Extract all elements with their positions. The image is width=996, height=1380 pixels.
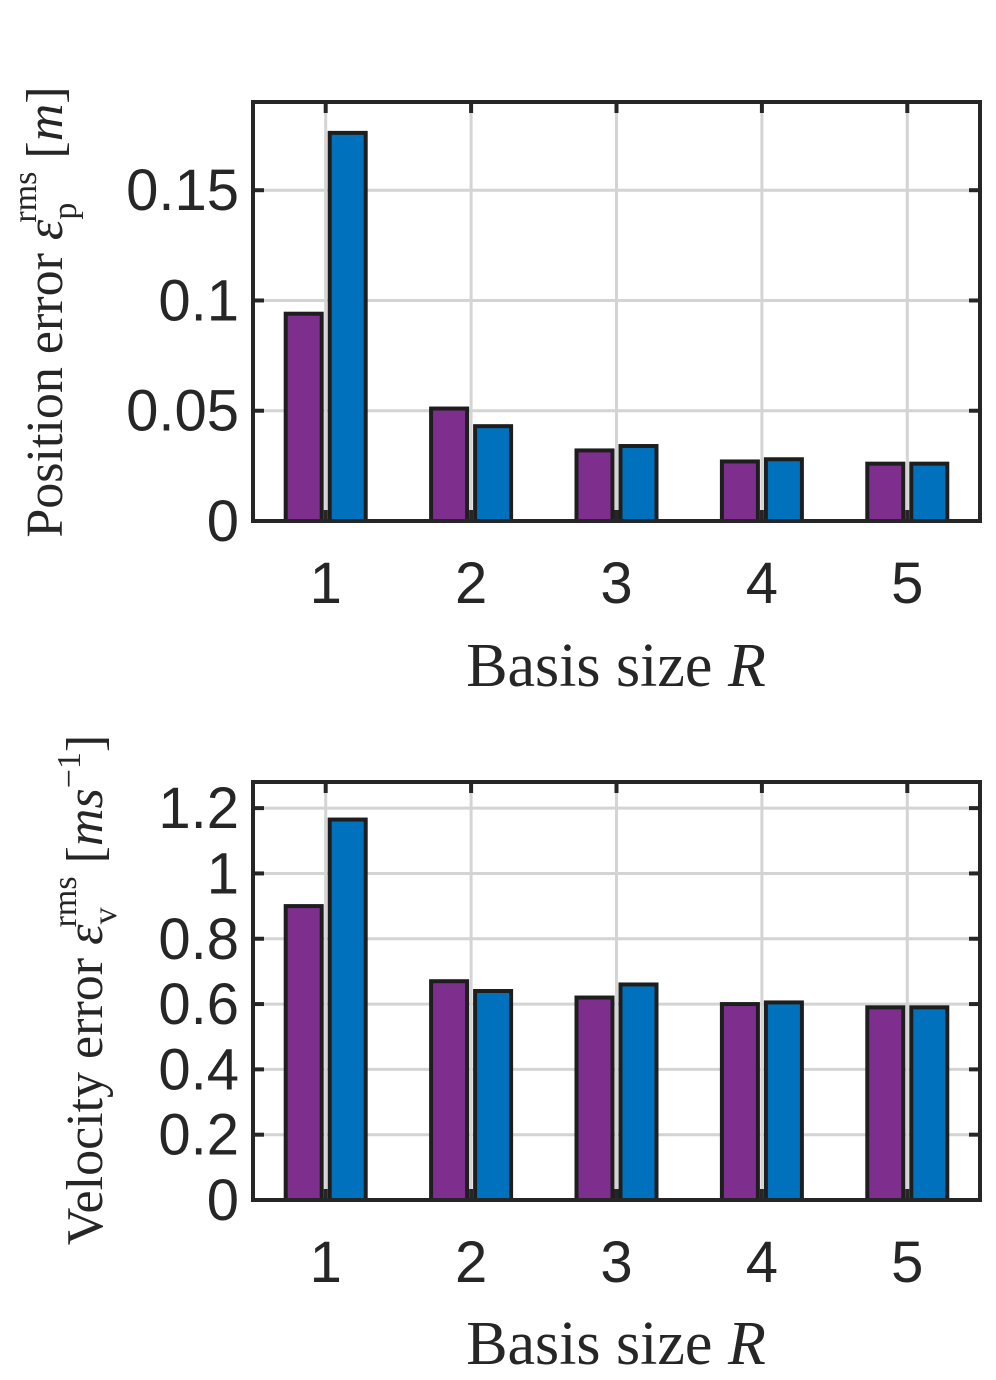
bar-series-1-4 [719, 459, 760, 523]
bar-series-2-2 [473, 424, 514, 523]
velocity-xlabel: Basis size R [466, 1310, 766, 1378]
y-tick-label: 0.15 [126, 158, 239, 223]
position-xtick-labels: 1 2 3 4 5 [310, 551, 924, 616]
x-tick-label: 2 [455, 1230, 487, 1295]
position-ytick-labels: 0 0.05 0.1 0.15 [126, 158, 239, 554]
y-tick-label: 1.2 [158, 776, 239, 841]
bar-series-2-1 [327, 130, 368, 523]
bar-series-2-3 [618, 982, 659, 1202]
y-tick-label: 0.8 [158, 907, 239, 972]
velocity-ticks [253, 782, 980, 1202]
bar-series-1-2 [429, 979, 470, 1202]
velocity-ytick-labels: 00.20.40.60.811.2 [158, 776, 239, 1233]
bar-series-1-1 [283, 311, 324, 523]
bar-series-2-3 [618, 444, 659, 524]
y-tick-label: 0.05 [126, 379, 239, 444]
bar-series-2-4 [763, 1000, 804, 1202]
x-tick-label: 4 [746, 551, 778, 616]
y-tick-label: 0 [207, 1168, 239, 1233]
position-ylabel: Position error εprms [m] [7, 86, 84, 537]
bar-series-2-5 [909, 461, 950, 523]
bar-series-2-5 [909, 1005, 950, 1202]
y-tick-label: 0.2 [158, 1103, 239, 1168]
bar-series-1-4 [719, 1002, 760, 1202]
velocity-xtick-labels: 1 2 3 4 5 [310, 1230, 924, 1295]
position-grid [253, 102, 980, 521]
x-tick-label: 3 [600, 1230, 632, 1295]
bar-series-1-1 [283, 904, 324, 1202]
position-error-chart: 0 0.05 0.1 0.15 1 2 3 4 5 Basis size R Position… [7, 86, 982, 700]
velocity-ylabel: Velocity error εvrms [ms−1] [47, 735, 124, 1245]
bar-series-2-2 [473, 989, 514, 1202]
bar-series-1-3 [574, 448, 615, 523]
bar-series-1-2 [429, 406, 470, 524]
y-tick-label: 0.4 [158, 1037, 239, 1102]
y-tick-label: 0.6 [158, 972, 239, 1037]
position-xlabel: Basis size R [466, 632, 766, 700]
bar-series-1-5 [865, 461, 906, 523]
y-tick-label: 0.1 [158, 268, 239, 333]
x-tick-label: 2 [455, 551, 487, 616]
x-tick-label: 5 [891, 551, 923, 616]
x-tick-label: 3 [600, 551, 632, 616]
x-tick-label: 5 [891, 1230, 923, 1295]
bar-series-2-4 [763, 457, 804, 523]
y-tick-label: 1 [207, 841, 239, 906]
x-tick-label: 4 [746, 1230, 778, 1295]
velocity-grid [253, 782, 980, 1200]
bar-series-1-5 [865, 1005, 906, 1202]
y-tick-label: 0 [207, 489, 239, 554]
x-tick-label: 1 [310, 551, 342, 616]
position-bars [283, 130, 950, 524]
x-tick-label: 1 [310, 1230, 342, 1295]
bar-series-2-1 [327, 817, 368, 1202]
position-ticks [253, 102, 980, 523]
bar-series-1-3 [574, 995, 615, 1202]
